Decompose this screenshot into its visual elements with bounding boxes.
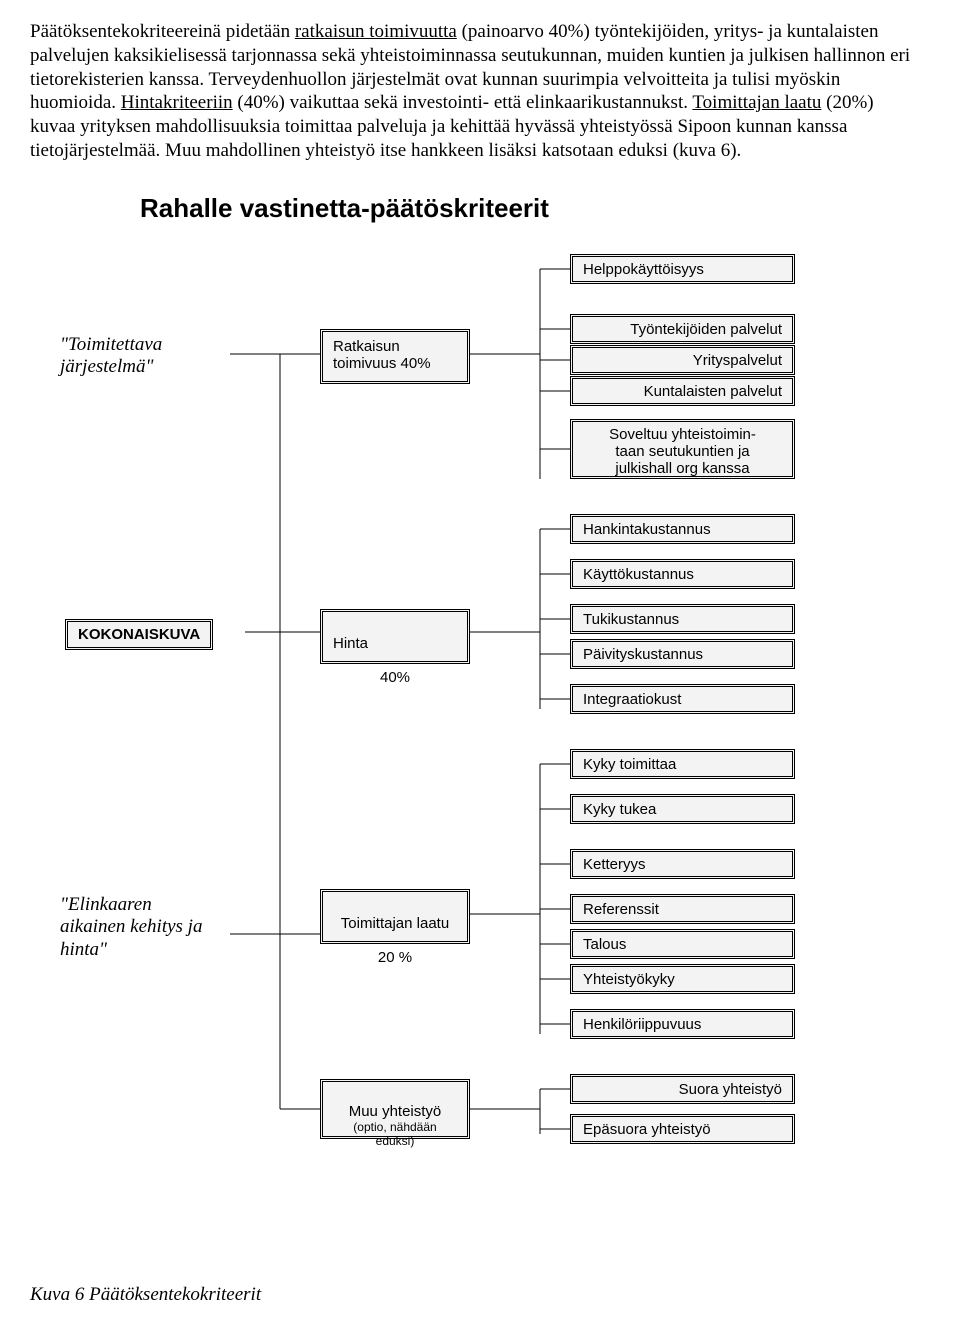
leaf-operating-cost: Käyttökustannus — [570, 559, 795, 589]
diagram-title: Rahalle vastinetta-päätöskriteerit — [140, 193, 920, 224]
para-s2b: (40%) vaikuttaa sekä investointi- että e… — [233, 92, 693, 113]
leaf-update-cost: Päivityskustannus — [570, 639, 795, 669]
mid-price-label: Hinta — [333, 635, 368, 652]
leaf-indirect-coop: Epäsuora yhteistyö — [570, 1114, 795, 1144]
leaf-finance: Talous — [570, 929, 795, 959]
mid-price-pct: 40% — [333, 669, 457, 686]
leaf-business-services: Yrityspalvelut — [570, 345, 795, 375]
leaf-ability-deliver: Kyky toimittaa — [570, 749, 795, 779]
para-s1a: Päätöksentekokriteereinä pidetään — [30, 21, 295, 42]
box-kokonaiskuva: KOKONAISKUVA — [65, 619, 213, 650]
leaf-direct-coop: Suora yhteistyö — [570, 1074, 795, 1104]
mid-vendor-label: Toimittajan laatu — [341, 915, 449, 932]
para-s1u: ratkaisun toimivuutta — [295, 21, 457, 42]
leaf-interoperability: Soveltuu yhteistoimin- taan seutukuntien… — [570, 419, 795, 479]
para-s3u: Toimittajan laatu — [692, 92, 821, 113]
mid-other-note: (optio, nähdään eduksi) — [333, 1120, 457, 1148]
leaf-employee-services: Työntekijöiden palvelut — [570, 314, 795, 344]
leaf-citizen-services: Kuntalaisten palvelut — [570, 376, 795, 406]
criteria-diagram: "Toimitettava järjestelmä" KOKONAISKUVA … — [30, 254, 910, 1274]
mid-box-solution-fit: Ratkaisun toimivuus 40% — [320, 329, 470, 384]
leaf-references: Referenssit — [570, 894, 795, 924]
leaf-support-cost: Tukikustannus — [570, 604, 795, 634]
left-label-lifecycle: "Elinkaaren aikainen kehitys ja hinta" — [60, 894, 220, 962]
leaf-agility: Ketteryys — [570, 849, 795, 879]
leaf-coop-ability: Yhteistyökyky — [570, 964, 795, 994]
leaf-acquisition-cost: Hankintakustannus — [570, 514, 795, 544]
leaf-person-dependency: Henkilöriippuvuus — [570, 1009, 795, 1039]
intro-paragraph: Päätöksentekokriteereinä pidetään ratkai… — [30, 20, 920, 163]
leaf-integration-cost: Integraatiokust — [570, 684, 795, 714]
mid-box-other-coop: Muu yhteistyö (optio, nähdään eduksi) — [320, 1079, 470, 1139]
left-label-delivered-system: "Toimitettava järjestelmä" — [60, 334, 220, 380]
mid-box-price: Hinta 40% — [320, 609, 470, 664]
leaf-ease-of-use: Helppokäyttöisyys — [570, 254, 795, 284]
mid-vendor-pct: 20 % — [378, 949, 412, 966]
figure-caption: Kuva 6 Päätöksentekokriteerit — [30, 1284, 920, 1306]
leaf-ability-support: Kyky tukea — [570, 794, 795, 824]
mid-other-label: Muu yhteistyö — [349, 1103, 442, 1120]
mid-box-vendor-quality: Toimittajan laatu 20 % — [320, 889, 470, 944]
para-s2u: Hintakriteeriin — [121, 92, 233, 113]
